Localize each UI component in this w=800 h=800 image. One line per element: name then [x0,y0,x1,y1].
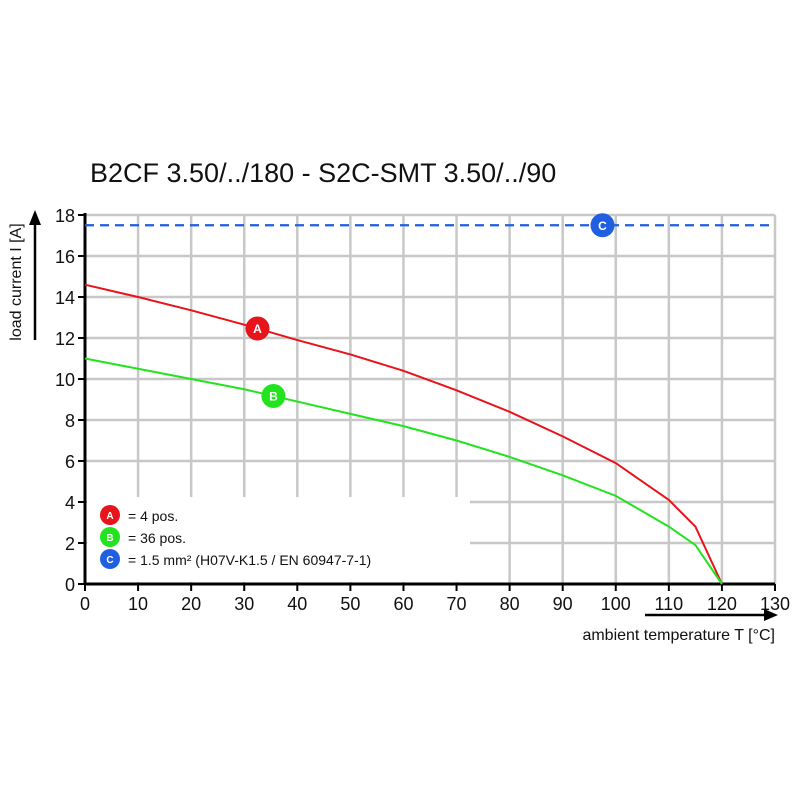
legend-label-A: = 4 pos. [128,508,178,524]
x-tick-label: 70 [447,594,467,614]
y-tick-label: 18 [55,206,75,226]
x-tick-label: 80 [500,594,520,614]
y-tick-label: 0 [65,575,75,595]
x-tick-label: 100 [601,594,631,614]
y-axis-arrowhead [29,210,41,225]
legend-marker-C-letter: C [106,555,113,566]
x-tick-label: 10 [128,594,148,614]
series-marker-B-circle [261,384,286,409]
x-tick-label: 50 [340,594,360,614]
x-tick-label: 30 [234,594,254,614]
x-axis-label: ambient temperature T [°C] [582,627,775,644]
chart-title: B2CF 3.50/../180 - S2C-SMT 3.50/../90 [90,158,557,188]
x-tick-label: 90 [553,594,573,614]
y-tick-label: 4 [65,493,75,513]
y-tick-label: 6 [65,452,75,472]
x-tick-label: 0 [80,594,90,614]
x-tick-label: 130 [760,594,790,614]
legend-marker-A-letter: A [106,511,113,522]
y-tick-label: 14 [55,288,75,308]
y-axis-label: load current I [A] [8,223,25,340]
y-tick-label: 12 [55,329,75,349]
series-line-A [84,283,723,585]
legend-label-B: = 36 pos. [128,530,186,546]
legend-label-C: = 1.5 mm² (H07V-K1.5 / EN 60947-7-1) [128,552,371,568]
legend-box [87,497,470,582]
x-tick-label: 110 [654,594,683,614]
y-tick-label: 10 [55,370,75,390]
legend-marker-B-circle [100,527,120,547]
series-marker-B-letter: B [269,390,278,404]
x-tick-label: 20 [181,594,201,614]
x-axis-arrowhead [764,609,778,621]
series-marker-C-letter: C [598,219,607,233]
x-tick-label: 40 [287,594,307,614]
series-marker-C-circle [590,213,615,238]
legend-marker-A-circle [100,505,120,525]
legend-marker-B-letter: B [106,533,113,544]
y-tick-label: 16 [55,247,75,267]
series-line-B [84,357,723,585]
x-tick-label: 120 [707,594,737,614]
y-tick-label: 8 [65,411,75,431]
legend-marker-C-circle [100,549,120,569]
series-marker-A-letter: A [253,322,262,336]
x-tick-label: 60 [393,594,413,614]
series-marker-A-circle [245,316,270,341]
y-tick-label: 2 [65,534,75,554]
